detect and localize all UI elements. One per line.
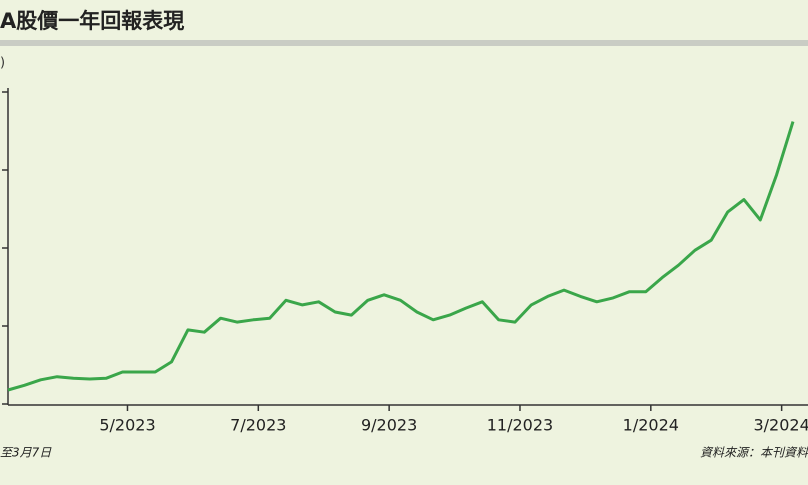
line [7, 121, 795, 392]
x-tick-label: 3/2024 [753, 416, 808, 435]
x-tick-label: 5/2023 [99, 416, 155, 435]
x-tick-label: 9/2023 [361, 416, 417, 435]
x-tick-label: 1/2024 [623, 416, 679, 435]
title-rule [0, 40, 808, 46]
source: 資料來源：本刊資料 [700, 446, 808, 460]
x-tick-label: 11/2023 [487, 416, 553, 435]
note: 至3月7日 [0, 446, 52, 460]
chart-title: A股價一年回報表現 [0, 9, 184, 33]
y-axis-label: ) [0, 56, 5, 71]
x-tick-label: 7/2023 [230, 416, 286, 435]
